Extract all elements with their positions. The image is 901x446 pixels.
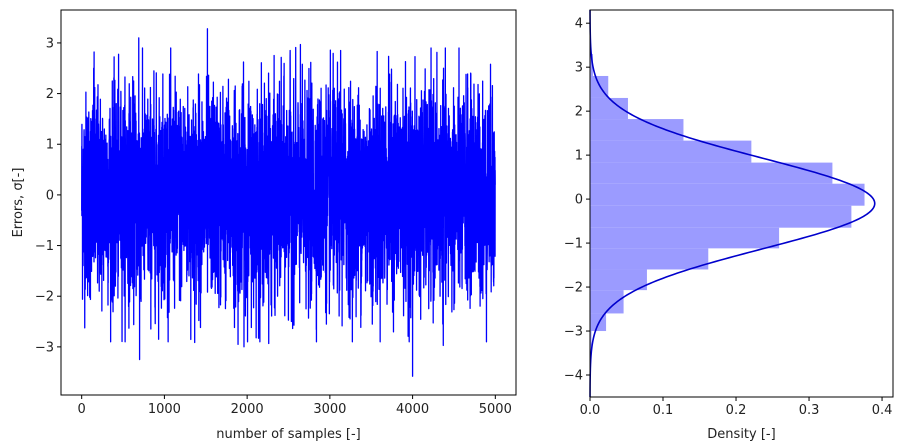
y-tick-label: 3 — [46, 36, 54, 51]
histogram-bar — [590, 119, 684, 141]
time-series-x-ticks: 0 1000 2000 3000 4000 5000 — [78, 395, 512, 417]
histogram-bar — [590, 290, 624, 314]
density-x-ticks: 0.0 0.1 0.2 0.3 0.4 — [580, 397, 893, 418]
x-tick-label: 2000 — [231, 402, 264, 417]
histogram-bar — [590, 331, 592, 357]
x-tick-label: 1000 — [148, 402, 181, 417]
error-series-line — [81, 28, 496, 377]
density-plot-area — [589, 9, 876, 398]
y-tick-label: 0 — [46, 188, 54, 203]
density-panel: 0.0 0.1 0.2 0.3 0.4 −4 −3 −2 −1 0 1 2 3 4 Density [-… — [564, 9, 894, 442]
density-x-axis-label: Density [-] — [707, 427, 775, 442]
x-tick-label: 0.0 — [580, 403, 601, 418]
x-tick-label: 5000 — [479, 402, 512, 417]
x-tick-label: 3000 — [313, 402, 346, 417]
histogram-bar — [590, 97, 628, 120]
time-series-x-axis-label: number of samples [-] — [216, 427, 361, 442]
y-tick-label: 1 — [46, 138, 54, 153]
time-series-y-ticks: −3 −2 −1 0 1 2 3 — [35, 36, 61, 355]
x-tick-label: 4000 — [396, 402, 429, 417]
histogram-bar — [590, 53, 593, 76]
y-tick-label: −3 — [35, 340, 54, 355]
y-tick-label: −2 — [564, 281, 583, 296]
density-axes-frame — [589, 9, 894, 398]
time-series-y-axis-label: Errors, σ[-] — [11, 168, 26, 238]
histogram-bar — [590, 227, 780, 249]
histogram-bar — [590, 205, 852, 228]
y-tick-label: 4 — [575, 17, 583, 32]
x-tick-label: 0 — [78, 402, 86, 417]
y-tick-label: −4 — [564, 369, 583, 384]
x-tick-label: 0.2 — [726, 403, 747, 418]
y-tick-label: −2 — [35, 290, 54, 305]
y-tick-label: 2 — [46, 87, 54, 102]
histogram-bar — [590, 248, 709, 270]
histogram-bar — [590, 140, 752, 163]
y-tick-label: 2 — [575, 105, 583, 120]
x-tick-label: 0.1 — [653, 403, 674, 418]
x-tick-label: 0.4 — [872, 403, 893, 418]
y-tick-label: 0 — [575, 193, 583, 208]
y-tick-label: 3 — [575, 61, 583, 76]
histogram-bar — [590, 269, 647, 291]
x-tick-label: 0.3 — [799, 403, 820, 418]
time-series-plot-area — [81, 28, 496, 377]
time-series-panel: 0 1000 2000 3000 4000 5000 −3 −2 −1 0 1 2 3 number … — [11, 9, 517, 442]
histogram-bar — [590, 162, 833, 184]
histogram-bar — [590, 183, 865, 206]
y-tick-label: −1 — [35, 239, 54, 254]
y-tick-label: −3 — [564, 325, 583, 340]
y-tick-label: 1 — [575, 149, 583, 164]
density-y-ticks: −4 −3 −2 −1 0 1 2 3 4 — [564, 17, 590, 384]
kde-curve — [589, 9, 876, 398]
time-series-axes-frame — [60, 9, 517, 396]
y-tick-label: −1 — [564, 237, 583, 252]
